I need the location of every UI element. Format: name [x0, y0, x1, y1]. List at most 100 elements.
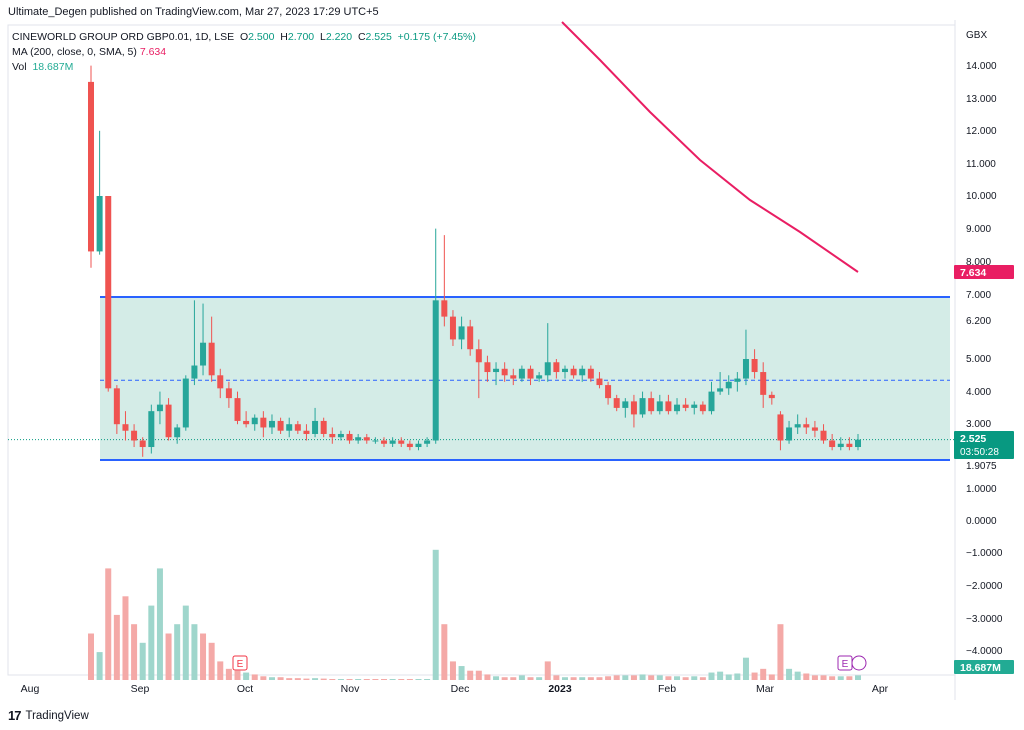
candle-body: [251, 417, 258, 425]
y-tick-label: 0.0000: [966, 516, 997, 527]
y-tick-label: 8.000: [966, 257, 991, 268]
candle-body: [760, 372, 767, 395]
candle-body: [742, 359, 749, 379]
x-tick-label: Oct: [237, 683, 253, 695]
currency-label: GBX: [966, 30, 987, 41]
candle-body: [587, 368, 594, 379]
candle-body: [518, 368, 525, 379]
volume-bar: [536, 677, 543, 680]
volume-bar: [596, 677, 603, 680]
volume-bar: [570, 677, 577, 680]
y-tick-label: −1.0000: [966, 548, 1003, 559]
volume-bar: [768, 674, 775, 680]
candle-body: [656, 401, 663, 412]
y-tick-label: 1.9075: [966, 461, 997, 472]
volume-bar: [829, 676, 836, 680]
x-tick-label: 2023: [548, 683, 572, 695]
volume-bar: [674, 676, 681, 680]
volume-bar: [794, 671, 801, 680]
volume-bar: [105, 568, 112, 680]
y-tick-label: 3.000: [966, 419, 991, 430]
volume-bar: [441, 624, 448, 680]
y-tick-label: 7.000: [966, 290, 991, 301]
candle-body: [277, 420, 284, 431]
volume-bar: [113, 614, 120, 680]
candle-body: [855, 439, 861, 448]
ma200-line: [561, 21, 859, 273]
legend-vol-row[interactable]: Vol 18.687M: [12, 60, 476, 75]
candle-body: [682, 404, 689, 408]
chart-legend: CINEWORLD GROUP ORD GBP0.01, 1D, LSE O2.…: [12, 30, 476, 75]
volume-bar: [424, 679, 431, 680]
candle-body: [303, 430, 310, 434]
candle-body: [768, 394, 775, 399]
volume-bar: [122, 596, 129, 680]
price-badge: [954, 265, 1014, 279]
volume-bar: [656, 675, 663, 680]
volume-bar: [510, 677, 517, 680]
candle-body: [751, 359, 758, 373]
volume-bar: [432, 549, 439, 680]
candle-body: [294, 424, 301, 431]
candle-body: [320, 420, 327, 434]
earnings-event-label: E: [842, 659, 849, 670]
candle-body: [613, 398, 620, 408]
vol-label: Vol: [12, 61, 27, 73]
candle-body: [475, 349, 482, 363]
tradingview-brand[interactable]: TradingView: [25, 709, 89, 722]
volume-bar: [329, 679, 336, 680]
candle-body: [191, 365, 198, 379]
candle-body: [596, 378, 603, 386]
x-tick-label: Nov: [341, 683, 360, 695]
candle-body: [846, 443, 853, 448]
candle-body: [622, 401, 629, 408]
volume-bar: [225, 668, 232, 680]
candle-body: [484, 362, 491, 373]
legend-symbol-row: CINEWORLD GROUP ORD GBP0.01, 1D, LSE O2.…: [12, 30, 476, 45]
volume-bar: [268, 677, 275, 680]
price-chart[interactable]: 14.000 13.000 12.000 11.000 10.000 9.000 8.000…: [0, 0, 1024, 700]
symbol-name[interactable]: CINEWORLD GROUP ORD GBP0.01, 1D, LSE: [12, 31, 235, 43]
candle-body: [139, 440, 146, 448]
volume-bar: [587, 677, 594, 680]
volume-bar: [493, 676, 500, 680]
volume-bar: [398, 679, 405, 680]
volume-bar: [372, 679, 379, 680]
candle-body: [725, 381, 732, 389]
volume-bar: [312, 678, 319, 680]
price-badge: [954, 660, 1014, 674]
volume-bar: [751, 672, 758, 680]
x-tick-label: Feb: [658, 683, 676, 695]
candle-body: [786, 427, 793, 441]
candle-body: [286, 424, 293, 431]
y-tick-label: 10.000: [966, 191, 997, 202]
volume-bar: [605, 676, 612, 680]
candle-body: [268, 420, 275, 428]
volume-bar: [579, 677, 586, 680]
candle-body: [174, 427, 181, 438]
volume-bar: [855, 675, 861, 680]
volume-bar: [165, 633, 172, 680]
volume-bar: [182, 605, 189, 680]
candle-body: [182, 378, 189, 428]
low-label: L: [319, 31, 326, 43]
x-tick-label: Dec: [451, 683, 470, 695]
volume-bar: [449, 661, 456, 680]
low-value: 2.220: [325, 31, 353, 43]
y-tick-label: 9.000: [966, 224, 991, 235]
ma-label: MA (200, close, 0, SMA, 5): [12, 46, 137, 58]
volume-bar: [837, 676, 844, 680]
legend-ma-row[interactable]: MA (200, close, 0, SMA, 5) 7.634: [12, 45, 476, 60]
y-tick-label: −2.0000: [966, 581, 1003, 592]
volume-bar: [691, 676, 698, 680]
channel-fill: [100, 297, 950, 461]
volume-bar: [139, 642, 146, 680]
volume-bar: [742, 657, 749, 680]
candle-body: [639, 398, 646, 415]
y-tick-label: 11.000: [966, 159, 996, 170]
candle-body: [803, 424, 810, 428]
y-tick-label: 6.200: [966, 316, 991, 327]
volume-bar: [467, 670, 474, 680]
candle-body: [208, 342, 215, 376]
price-badge-countdown: 03:50:28: [960, 447, 999, 458]
